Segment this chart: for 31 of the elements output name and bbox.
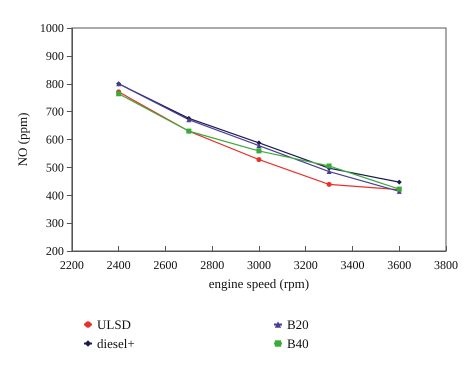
legend-label: B40 (287, 336, 309, 351)
x-axis-title: engine speed (rpm) (208, 276, 310, 291)
y-tick-label: 600 (46, 132, 64, 146)
y-tick-label: 900 (46, 48, 64, 63)
y-tick-label: 400 (46, 188, 64, 202)
x-tick-label: 2800 (200, 258, 224, 272)
x-tick-label: 2200 (60, 258, 84, 272)
point (256, 157, 262, 162)
y-tick-label: 700 (46, 104, 64, 119)
point (256, 143, 262, 148)
x-tick-label: 3800 (434, 258, 458, 272)
y-tick-label: 500 (46, 160, 64, 174)
x-tick-label: 2600 (153, 258, 178, 272)
x-tick-label: 3000 (246, 258, 271, 272)
x-tick-label: 3400 (340, 258, 364, 272)
x-tick-label: 3600 (387, 258, 412, 272)
y-axis-title: NO (ppm) (15, 112, 30, 166)
point (326, 182, 332, 187)
y-tick-label: 200 (46, 244, 64, 258)
legend-label: B20 (287, 317, 309, 332)
x-tick-label: 3200 (294, 258, 318, 272)
y-tick-label: 800 (46, 76, 64, 91)
legend-label: diesel+ (97, 336, 135, 351)
legend-label: ULSD (97, 317, 131, 332)
point (256, 148, 262, 154)
y-tick-label: 300 (46, 216, 64, 230)
y-tick-label: 1000 (40, 21, 64, 35)
point (326, 169, 332, 174)
point (396, 180, 402, 185)
x-tick-label: 2400 (106, 258, 131, 272)
point (326, 163, 332, 168)
